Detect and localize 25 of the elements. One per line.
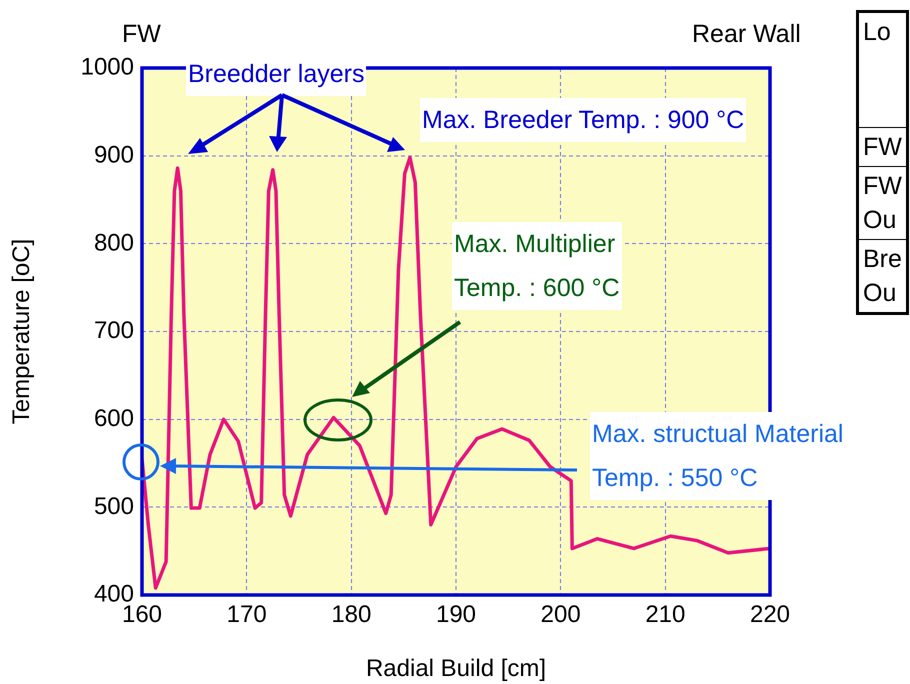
y-tick-label: 1000 xyxy=(80,54,134,81)
x-tick-label: 220 xyxy=(750,601,790,628)
x-tick-label: 190 xyxy=(436,601,476,628)
y-tick-label: 500 xyxy=(94,492,134,520)
y-tick-label: 600 xyxy=(94,404,134,432)
text: FW xyxy=(122,20,161,48)
y-axis-title: Temperature [oC] xyxy=(8,238,36,424)
x-axis-title: Radial Build [cm] xyxy=(366,655,546,682)
x-tick-label: 210 xyxy=(645,601,686,628)
y-tick-label: 900 xyxy=(94,141,134,168)
x-tick-label: 170 xyxy=(226,601,267,628)
x-tick-label: 160 xyxy=(122,601,162,628)
text: Bre Ou xyxy=(858,240,908,314)
y-tick-label: 800 xyxy=(94,229,134,256)
x-tick-label: 180 xyxy=(331,601,372,628)
annotation: Max. Breeder Temp. : 900 °C xyxy=(420,98,746,142)
text: Rear Wall xyxy=(691,19,802,50)
annotation: Max. Multiplier Temp. : 600 °C xyxy=(452,222,622,310)
text: Lo xyxy=(862,17,892,48)
annotation: Breedder layers xyxy=(186,52,366,96)
text: FW Ou xyxy=(858,166,908,240)
x-tick-label: 200 xyxy=(540,601,581,628)
annotation: Max. structual Material Temp. : 550 °C xyxy=(590,412,846,500)
y-tick-label: 700 xyxy=(94,317,134,344)
text: FW xyxy=(858,128,908,166)
